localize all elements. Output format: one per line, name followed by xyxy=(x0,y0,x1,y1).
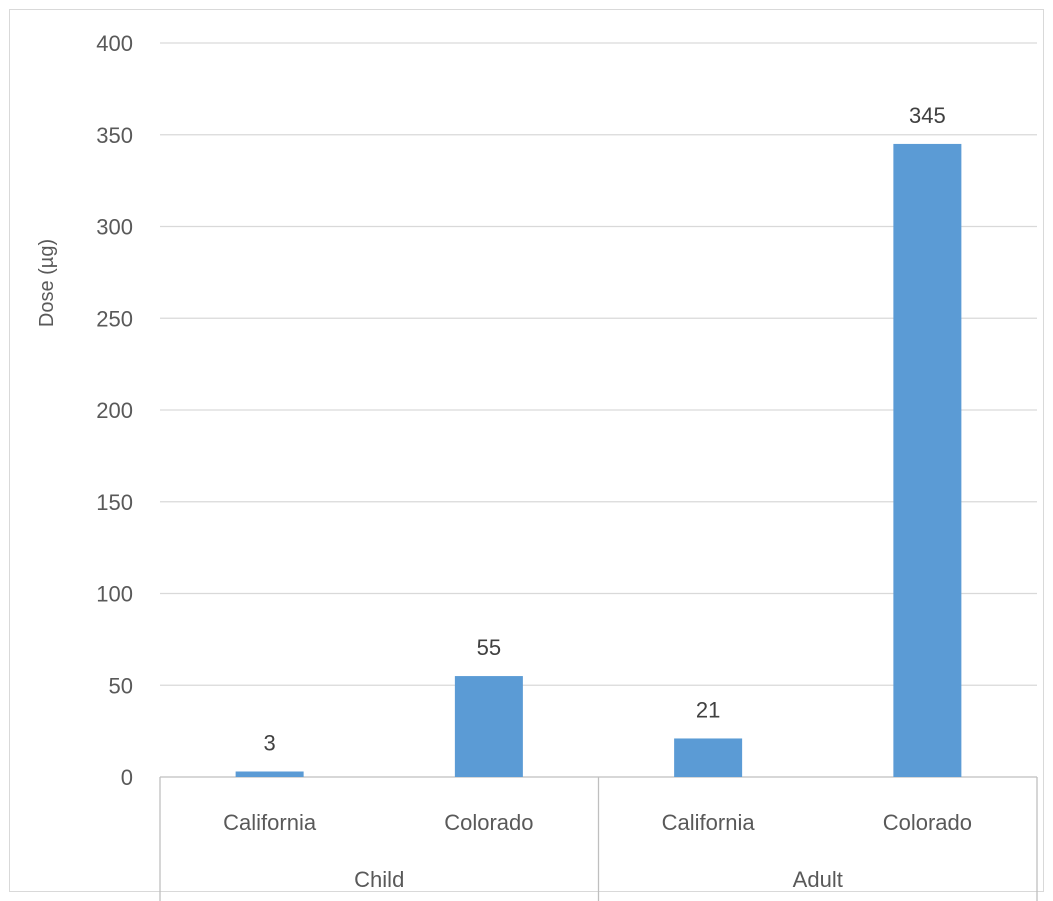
group-label: Child xyxy=(354,867,404,892)
bar xyxy=(674,738,743,777)
y-axis-title: Dose (µg) xyxy=(36,239,58,327)
data-label: 21 xyxy=(696,697,720,722)
bars xyxy=(235,143,962,778)
y-tick-label: 250 xyxy=(96,306,133,331)
y-tick-label: 100 xyxy=(96,582,133,607)
y-tick-label: 150 xyxy=(96,490,133,515)
y-tick-label: 400 xyxy=(96,31,133,56)
category-label: Colorado xyxy=(883,810,972,835)
category-label: Colorado xyxy=(444,810,533,835)
chart-frame xyxy=(9,9,1044,892)
data-label: 345 xyxy=(909,103,946,128)
gridlines xyxy=(160,42,1037,778)
y-tick-label: 350 xyxy=(96,123,133,148)
y-tick-label: 300 xyxy=(96,215,133,240)
x-axis: California Colorado California Colorado Chil… xyxy=(159,777,1038,901)
data-label: 3 xyxy=(264,730,276,755)
bar xyxy=(235,771,304,777)
y-tick-label: 0 xyxy=(121,765,133,790)
bar xyxy=(454,676,523,777)
bar xyxy=(893,143,962,778)
y-tick-label: 50 xyxy=(109,673,133,698)
data-label: 55 xyxy=(477,635,501,660)
data-labels: 3 55 21 345 xyxy=(264,103,946,756)
category-label: California xyxy=(662,810,756,835)
group-label: Adult xyxy=(793,867,843,892)
category-label: California xyxy=(223,810,317,835)
y-tick-label: 200 xyxy=(96,398,133,423)
y-axis-ticks: 0 50 100 150 200 250 300 350 400 xyxy=(96,31,133,790)
